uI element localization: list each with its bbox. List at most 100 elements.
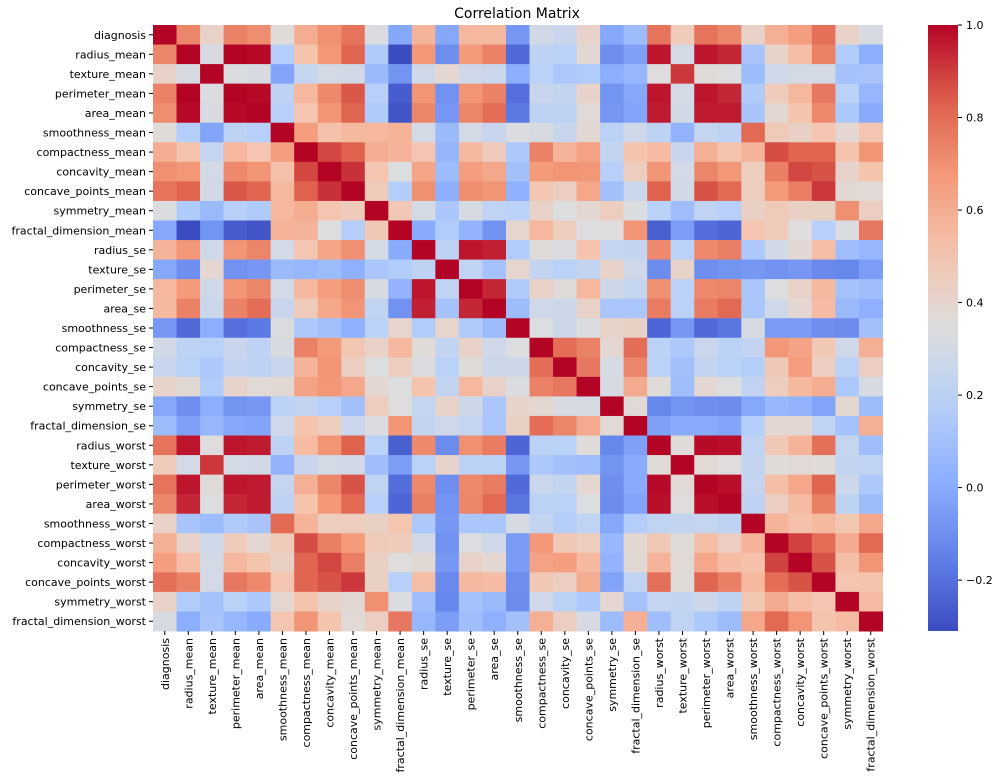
y-tick-label: concave_points_mean — [24, 185, 146, 198]
colorbar-tick-label: 1.0 — [966, 19, 984, 32]
heatmap-cell — [811, 220, 836, 241]
heatmap-cell — [858, 455, 883, 476]
heatmap-cell — [153, 552, 178, 573]
heatmap-cell — [670, 83, 695, 104]
heatmap-cell — [505, 279, 531, 300]
heatmap-cell — [741, 357, 766, 378]
heatmap-cell — [576, 357, 601, 378]
heatmap-cell — [200, 376, 225, 397]
heatmap-cell — [788, 200, 813, 221]
heatmap-cell — [435, 494, 460, 515]
heatmap-cell — [247, 396, 272, 417]
heatmap-cell — [223, 513, 248, 534]
heatmap-cell — [717, 474, 742, 495]
heatmap-cell — [270, 533, 295, 554]
heatmap-cell — [788, 474, 813, 495]
heatmap-cell — [694, 318, 719, 339]
heatmap-cell — [247, 25, 272, 46]
heatmap-cell — [811, 259, 836, 280]
heatmap-cell — [553, 396, 578, 417]
heatmap-cell — [435, 337, 460, 358]
heatmap-cell — [388, 415, 413, 437]
heatmap-cell — [600, 474, 625, 495]
heatmap-cell — [858, 415, 883, 437]
heatmap-cell — [317, 44, 342, 65]
heatmap-cell — [176, 396, 201, 417]
heatmap-cell — [435, 83, 460, 104]
heatmap-cell — [576, 611, 601, 632]
heatmap-cell — [788, 44, 813, 65]
heatmap-cell — [741, 279, 766, 300]
heatmap-cell — [388, 44, 413, 65]
heatmap-cell — [294, 474, 319, 495]
heatmap-cell — [411, 240, 436, 261]
heatmap-cell — [223, 357, 248, 378]
y-tick-label: concave_points_se — [43, 381, 146, 394]
heatmap-cell — [270, 25, 295, 46]
heatmap-cell — [247, 494, 272, 515]
heatmap-cell — [694, 591, 719, 612]
heatmap-cell — [435, 533, 460, 554]
heatmap-cell — [176, 357, 201, 378]
heatmap-cell — [858, 240, 883, 261]
heatmap-cell — [600, 25, 625, 46]
heatmap-cell — [482, 376, 507, 397]
heatmap-cell — [153, 572, 178, 593]
heatmap-cell — [200, 494, 225, 515]
heatmap-cell — [482, 298, 507, 319]
heatmap-cell — [223, 474, 248, 495]
x-tick-label: radius_se — [418, 638, 431, 690]
heatmap-cell — [529, 83, 554, 104]
heatmap-cell — [294, 200, 319, 221]
heatmap-cell — [364, 572, 389, 593]
heatmap-cell — [317, 435, 342, 456]
heatmap-cell — [294, 103, 319, 124]
heatmap-cell — [458, 611, 483, 632]
heatmap-cell — [670, 103, 695, 124]
heatmap-cell — [341, 142, 366, 163]
heatmap-cell — [694, 240, 719, 261]
heatmap-cell — [741, 396, 766, 417]
heatmap-cell — [764, 103, 789, 124]
heatmap-cell — [223, 494, 248, 515]
heatmap-cell — [741, 240, 766, 261]
colorbar-ticks: 1.0 0.8 0.6 0.4 0.2 0.0 −0.2 — [958, 19, 993, 587]
x-tick-label: concave_points_mean — [347, 638, 360, 760]
heatmap-cell — [270, 161, 295, 182]
heatmap-cell — [647, 318, 672, 339]
heatmap-cell — [200, 83, 225, 104]
x-tick-label: symmetry_se — [606, 638, 619, 712]
heatmap-cell — [176, 318, 201, 339]
heatmap-cell — [153, 142, 178, 163]
colorbar-tick-label: 0.8 — [966, 112, 984, 125]
heatmap-cell — [741, 318, 766, 339]
heatmap-cell — [717, 220, 742, 241]
heatmap-cell — [553, 161, 578, 182]
heatmap-cell — [647, 435, 672, 456]
heatmap-cell — [388, 513, 413, 534]
heatmap-cell — [270, 103, 295, 124]
heatmap-cell — [576, 513, 601, 534]
heatmap-cell — [717, 122, 742, 143]
heatmap-cell — [482, 435, 507, 456]
heatmap-cell — [364, 181, 389, 202]
heatmap-cell — [505, 161, 531, 182]
y-tick-label: perimeter_mean — [55, 87, 146, 100]
heatmap-cell — [553, 591, 578, 612]
heatmap-cell — [600, 279, 625, 300]
colorbar-tick-label: 0.2 — [966, 389, 984, 402]
heatmap-cell — [411, 25, 436, 46]
heatmap-cell — [294, 64, 319, 85]
heatmap-cell — [764, 533, 789, 554]
heatmap-cell — [764, 376, 789, 397]
heatmap-cell — [341, 259, 366, 280]
heatmap-cell — [341, 298, 366, 319]
heatmap-cell — [811, 572, 836, 593]
heatmap-cell — [529, 64, 554, 85]
x-tick-label: texture_se — [441, 638, 454, 696]
heatmap-cell — [482, 533, 507, 554]
heatmap-cell — [341, 357, 366, 378]
heatmap-cell — [835, 474, 860, 495]
heatmap-cell — [647, 396, 672, 417]
heatmap-cell — [247, 533, 272, 554]
